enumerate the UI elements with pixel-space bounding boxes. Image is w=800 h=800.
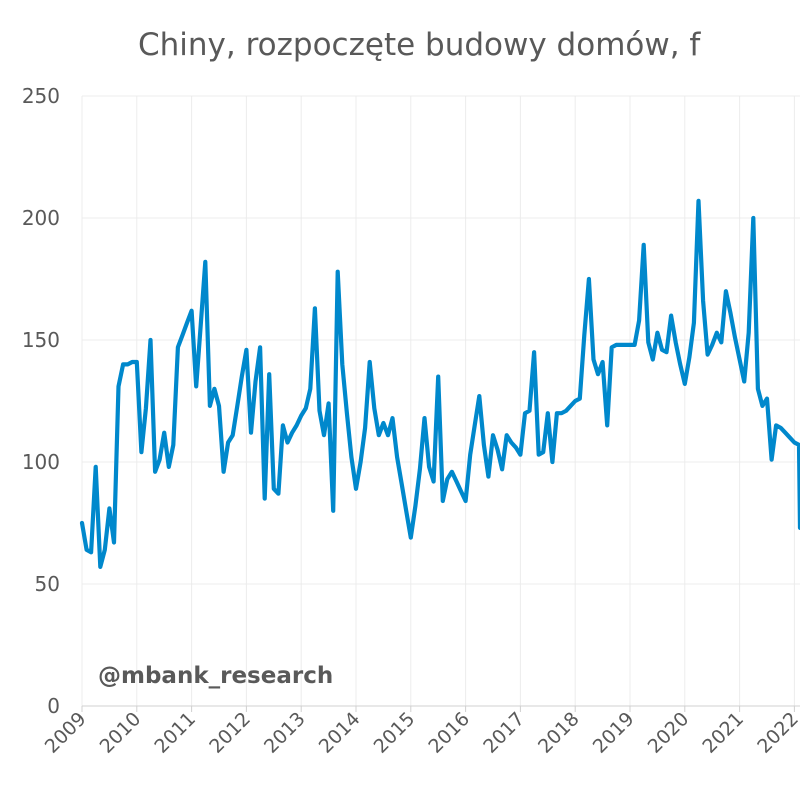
y-axis-ticks: 0 50 100 150 200 250 bbox=[22, 84, 60, 718]
y-tick-label-0: 0 bbox=[47, 694, 60, 718]
x-tick-label-2016: 2016 bbox=[424, 708, 474, 758]
x-tick-label-2015: 2015 bbox=[370, 708, 420, 758]
x-tick-label-2021: 2021 bbox=[698, 708, 748, 758]
y-tick-label-250: 250 bbox=[22, 84, 60, 108]
series-layer bbox=[79, 198, 800, 570]
x-tick-label-2011: 2011 bbox=[150, 708, 200, 758]
y-tick-label-150: 150 bbox=[22, 328, 60, 352]
y-tick-label-100: 100 bbox=[22, 450, 60, 474]
x-tick-label-2013: 2013 bbox=[260, 708, 310, 758]
x-axis-ticks: 2009 2010 2011 2012 2013 2014 2015 2016 2017 2018… bbox=[41, 706, 800, 758]
x-tick-label-2018: 2018 bbox=[534, 708, 584, 758]
x-tick-label-2020: 2020 bbox=[644, 708, 694, 758]
series-line-0 bbox=[79, 198, 800, 570]
chart-title: Chiny, rozpoczęte budowy domów, f bbox=[138, 27, 701, 63]
x-tick-label-2014: 2014 bbox=[315, 708, 365, 758]
gridlines bbox=[81, 95, 800, 706]
x-tick-label-2017: 2017 bbox=[479, 708, 529, 758]
x-tick-label-2022: 2022 bbox=[753, 708, 800, 758]
x-tick-label-2012: 2012 bbox=[205, 708, 255, 758]
y-tick-label-50: 50 bbox=[35, 572, 60, 596]
y-tick-label-200: 200 bbox=[22, 206, 60, 230]
x-tick-label-2019: 2019 bbox=[589, 708, 639, 758]
watermark: @mbank_research bbox=[98, 663, 333, 689]
x-tick-label-2010: 2010 bbox=[96, 708, 146, 758]
